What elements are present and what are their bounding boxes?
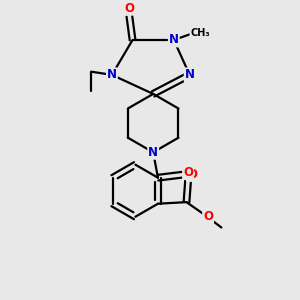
Text: O: O [187,168,197,181]
Text: N: N [148,146,158,159]
Text: O: O [124,2,134,15]
Text: CH₃: CH₃ [190,28,210,38]
Text: O: O [203,210,213,223]
Text: N: N [185,68,195,81]
Text: O: O [183,166,193,179]
Text: N: N [107,68,117,81]
Text: N: N [169,34,179,46]
